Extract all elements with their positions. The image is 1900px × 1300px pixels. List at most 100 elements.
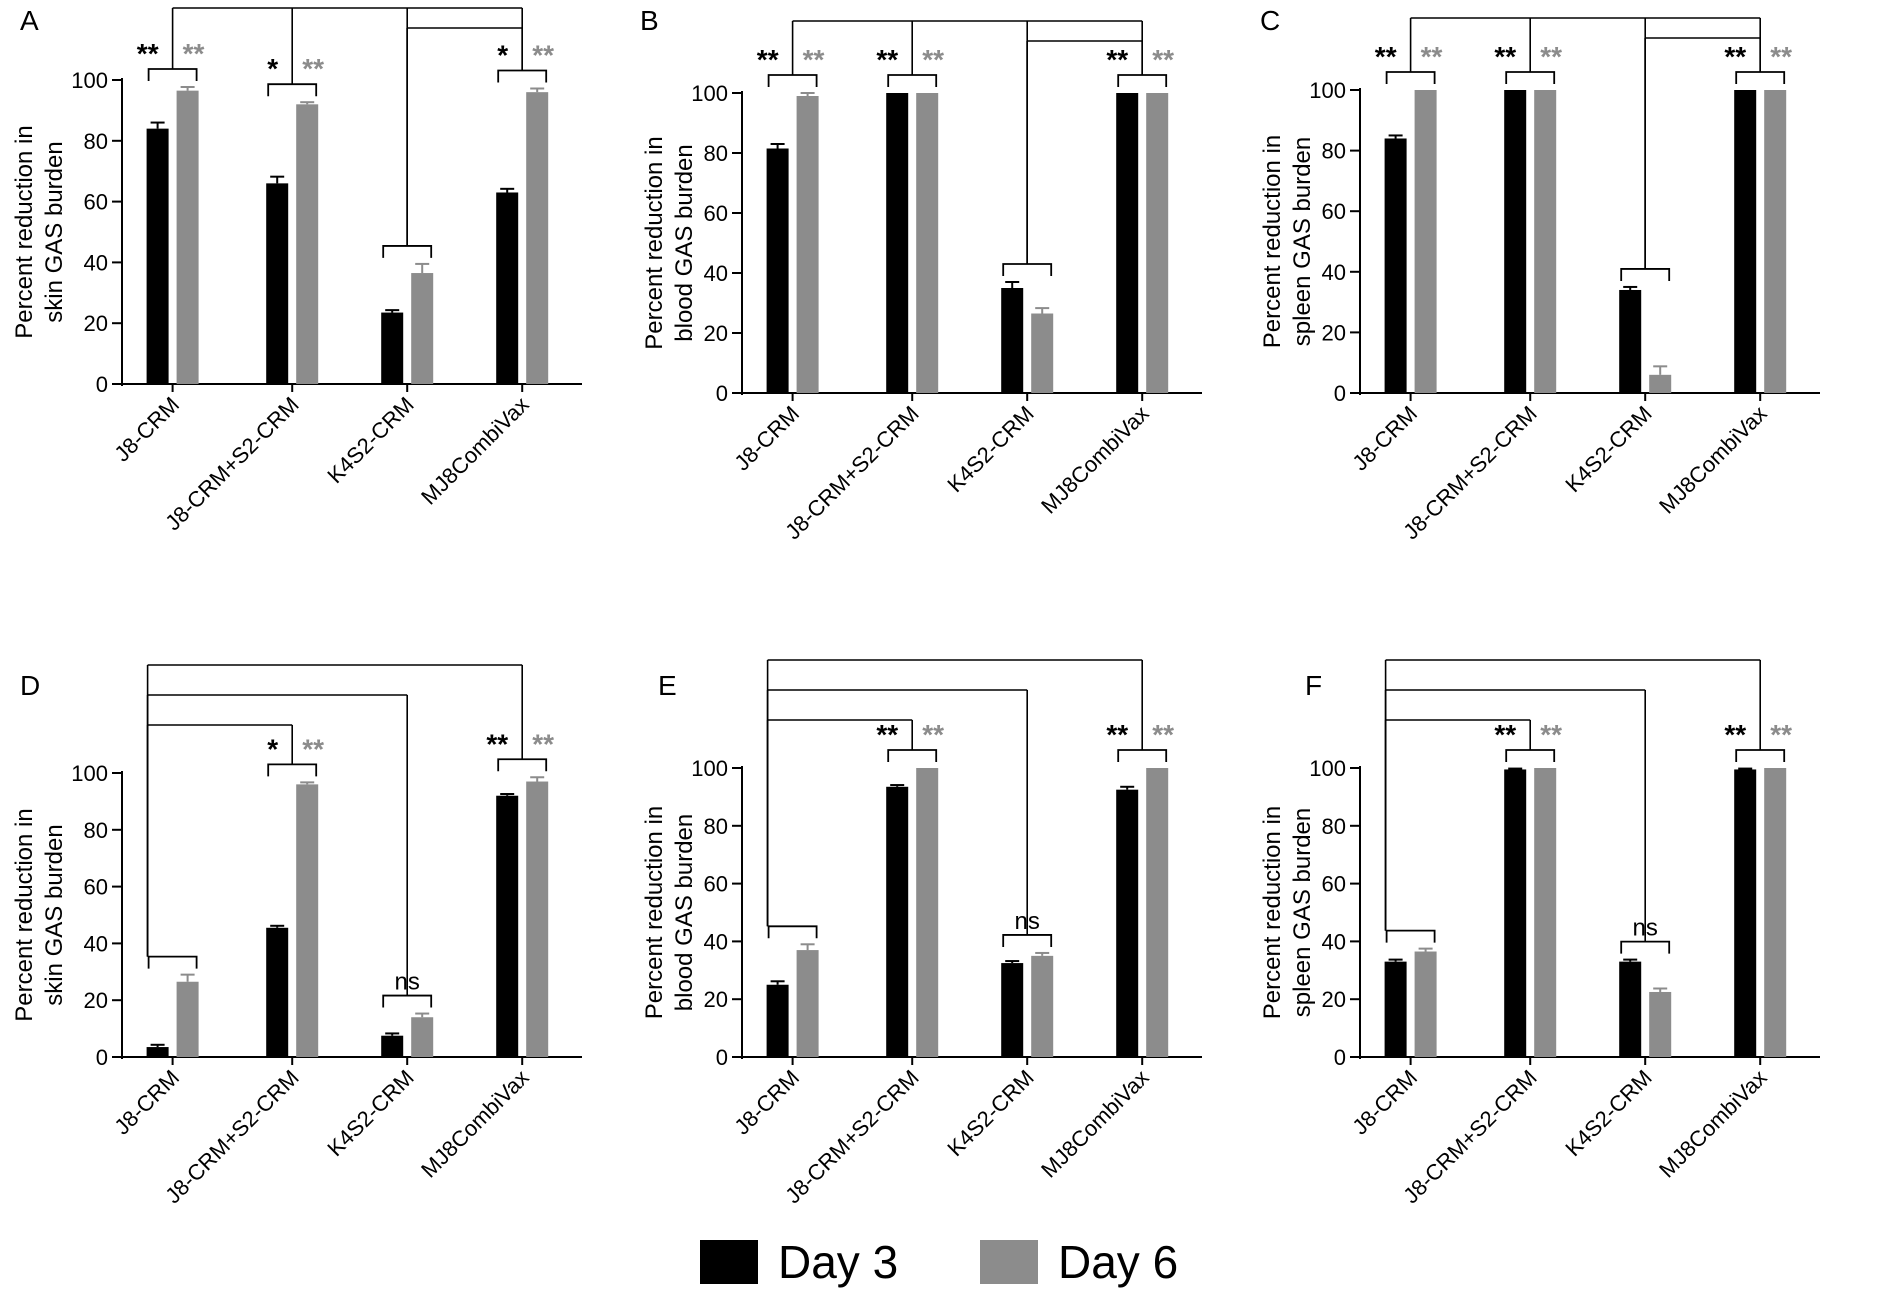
sig-label-day6: ** — [532, 728, 554, 759]
sig-label-day6: ** — [1540, 719, 1562, 750]
y-tick-label: 20 — [84, 311, 108, 336]
sig-label-day3: ** — [1375, 41, 1397, 72]
sig-label-day3: ** — [1724, 41, 1746, 72]
bar-j8-crm-s2-crm-day3 — [1504, 769, 1527, 1057]
bar-mj8combivax-day3 — [1734, 90, 1757, 393]
sig-label-day6: ** — [1770, 41, 1792, 72]
y-tick-label: 20 — [704, 987, 728, 1012]
sig-label-day3: ** — [876, 719, 898, 750]
sig-label-day6: ** — [1540, 41, 1562, 72]
x-tick-label: J8-CRM — [729, 401, 804, 476]
y-tick-label: 100 — [1309, 78, 1346, 103]
sig-bracket — [147, 68, 198, 81]
y-axis-label-line: Percent reduction in — [11, 808, 38, 1021]
sig-bracket — [887, 749, 938, 762]
bar-mj8combivax-day6 — [1146, 93, 1169, 393]
bar-k4s2-crm-day6 — [411, 1017, 434, 1057]
y-axis-label-line: Percent reduction in — [1259, 806, 1286, 1019]
panel-C: C Percent reduction in spleen GAS burden 0 2… — [1259, 5, 1820, 544]
y-axis-label-line: blood GAS burden — [671, 814, 698, 1011]
x-tick-label: J8-CRM+S2-CRM — [1398, 1065, 1541, 1208]
legend-swatch-day6 — [980, 1240, 1038, 1284]
y-tick-label: 40 — [1322, 929, 1346, 954]
panel-letter: A — [20, 5, 39, 36]
legend-label-day6: Day 6 — [1058, 1236, 1179, 1288]
sig-label-day3: * — [267, 53, 278, 84]
y-tick-label: 60 — [704, 872, 728, 897]
panel-E: E Percent reduction in blood GAS burden 0 20… — [641, 659, 1202, 1208]
y-tick-label: 60 — [1322, 199, 1346, 224]
bar-mj8combivax-day6 — [1764, 768, 1787, 1057]
sig-label-day3: ** — [137, 38, 159, 69]
sig-label-day6: ** — [922, 719, 944, 750]
x-tick-label: J8-CRM — [109, 392, 184, 467]
x-tick-label: J8-CRM+S2-CRM — [1398, 401, 1541, 544]
sig-label-day6: ** — [922, 44, 944, 75]
sig-bracket — [1505, 749, 1556, 762]
bar-j8-crm-day3 — [1384, 138, 1407, 393]
sig-bracket — [267, 763, 318, 777]
sig-label-day3: ** — [1494, 719, 1516, 750]
y-tick-label: 0 — [1334, 1045, 1346, 1070]
y-tick-label: 40 — [84, 250, 108, 275]
legend-swatch-day3 — [700, 1240, 758, 1284]
y-tick-label: 80 — [84, 818, 108, 843]
bar-mj8combivax-day3 — [496, 795, 519, 1057]
sig-bracket — [382, 994, 433, 1008]
sig-bracket — [1002, 934, 1053, 947]
sig-bracket — [497, 69, 548, 83]
x-tick-label: J8-CRM+S2-CRM — [160, 1065, 303, 1208]
sig-label-day6: ** — [1152, 44, 1174, 75]
y-axis-label-line: Percent reduction in — [641, 806, 668, 1019]
x-tick-label: MJ8CombiVax — [1036, 1065, 1154, 1183]
y-tick-label: 80 — [1322, 139, 1346, 164]
y-tick-label: 100 — [71, 761, 108, 786]
y-axis-label: Percent reduction in skin GAS burden — [11, 125, 68, 338]
sig-bracket — [1117, 74, 1168, 87]
y-tick-label: 0 — [716, 1045, 728, 1070]
bar-k4s2-crm-day6 — [1649, 374, 1672, 393]
y-tick-label: 100 — [691, 756, 728, 781]
y-tick-label: 20 — [1322, 320, 1346, 345]
x-tick-label: MJ8CombiVax — [1036, 401, 1154, 519]
sig-label-day6: ** — [1421, 41, 1443, 72]
y-tick-label: 80 — [704, 141, 728, 166]
x-tick-label: J8-CRM+S2-CRM — [780, 1065, 923, 1208]
legend-label-day3: Day 3 — [778, 1236, 899, 1288]
sig-label-day6: ** — [1152, 719, 1174, 750]
y-tick-label: 20 — [84, 988, 108, 1013]
bar-j8-crm-s2-crm-day3 — [266, 183, 289, 384]
x-tick-label: MJ8CombiVax — [1654, 1065, 1772, 1183]
sig-label-day3: ** — [757, 44, 779, 75]
y-tick-label: 40 — [704, 261, 728, 286]
sig-bracket — [1002, 263, 1053, 276]
sig-label-day3: ** — [1106, 719, 1128, 750]
sig-bracket — [1385, 71, 1436, 84]
panel-letter: C — [1260, 5, 1280, 36]
bar-j8-crm-day3 — [766, 984, 789, 1057]
legend-item-day3: Day 3 — [700, 1236, 899, 1288]
x-tick-label: J8-CRM+S2-CRM — [160, 392, 303, 535]
sig-label-day3: ** — [1494, 41, 1516, 72]
sig-bracket — [767, 74, 818, 87]
bar-j8-crm-s2-crm-day6 — [296, 104, 319, 384]
sig-label-day3: ** — [1724, 719, 1746, 750]
sig-bracket — [1117, 749, 1168, 762]
y-tick-label: 80 — [1322, 814, 1346, 839]
x-tick-label: K4S2-CRM — [1560, 401, 1656, 497]
y-tick-label: 60 — [84, 875, 108, 900]
y-tick-label: 40 — [1322, 260, 1346, 285]
bar-k4s2-crm-day3 — [1001, 963, 1024, 1057]
sig-label-day6: ** — [302, 733, 324, 764]
x-tick-label: J8-CRM — [1347, 401, 1422, 476]
y-axis-label-line: skin GAS burden — [41, 824, 68, 1005]
x-tick-label: J8-CRM+S2-CRM — [780, 401, 923, 544]
x-tick-label: J8-CRM — [1347, 1065, 1422, 1140]
sig-bracket — [1505, 71, 1556, 84]
bar-mj8combivax-day6 — [1146, 768, 1169, 1057]
bar-j8-crm-day3 — [146, 1047, 169, 1057]
sig-label-day3: ** — [876, 44, 898, 75]
bar-j8-crm-s2-crm-day6 — [296, 784, 319, 1057]
bar-j8-crm-day6 — [1414, 90, 1437, 393]
